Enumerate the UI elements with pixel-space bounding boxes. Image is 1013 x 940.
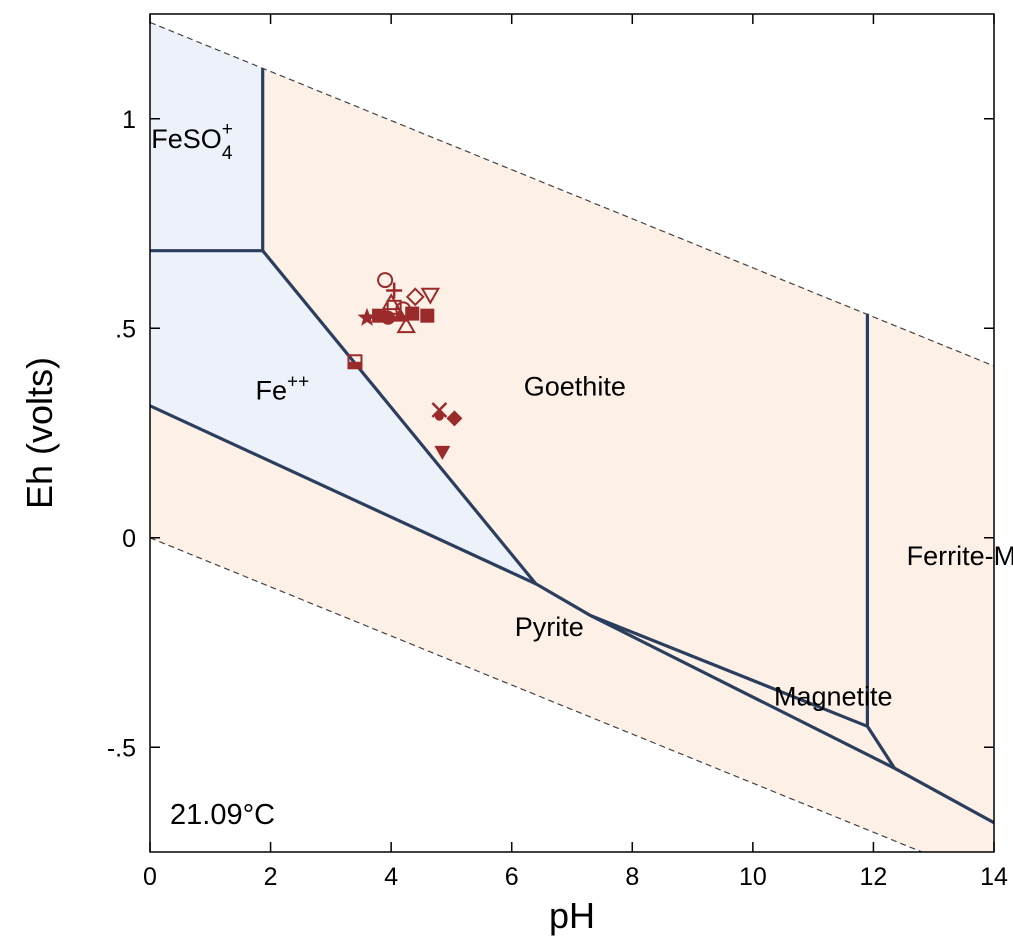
sample-point-13-triangle-down-open (420, 287, 441, 305)
y-tick-label: 1 (122, 106, 136, 134)
field-label-magnetite: Magnetite (774, 681, 893, 711)
field-label-goethite: Goethite (524, 371, 626, 401)
x-tick-label: 14 (980, 863, 1008, 891)
y-tick-label: 0 (122, 525, 136, 553)
field-feso4 (150, 22, 263, 251)
temperature-label: 21.09°C (170, 799, 275, 831)
sample-point-17-circle-small (434, 411, 444, 421)
sample-point-1-circle-open (377, 272, 394, 289)
sample-point-4-star (357, 307, 377, 326)
field-label-ferrite-mg: Ferrite-Mg (907, 541, 1013, 571)
x-tick-label: 0 (143, 863, 157, 891)
boundary-line-6 (865, 313, 896, 770)
sample-point-12-diamond-open (405, 287, 425, 307)
boundary-line-3 (261, 249, 538, 585)
field-goethite (262, 68, 868, 727)
x-tick-label: 4 (384, 863, 398, 891)
field-pyrite (150, 405, 994, 852)
water-limit-lower (150, 537, 924, 852)
y-axis-title: Eh (volts) (19, 357, 60, 509)
sample-point-7-square-open (386, 299, 402, 315)
plot-frame (149, 13, 995, 853)
x-tick-label: 2 (264, 863, 278, 891)
x-axis-title: pH (549, 895, 595, 936)
field-ferrite-mg (867, 313, 994, 823)
y-tick-label: -.5 (107, 734, 136, 762)
sample-points (347, 272, 463, 460)
sample-point-9-triangle-up-open (396, 316, 416, 334)
sample-point-15-square-half (347, 354, 363, 370)
sample-point-2-plus (386, 282, 403, 299)
water-stability-limits (150, 21, 994, 852)
field-label-pyrite: Pyrite (515, 612, 584, 642)
x-tick-label: 8 (625, 863, 639, 891)
y-tick-label: .5 (115, 315, 136, 343)
sample-point-16-x (431, 402, 448, 418)
axis-ticks: 0 2 4 6 8 10 12 14 1 .5 0 -.5 (107, 14, 1008, 891)
water-limit-upper (150, 21, 994, 367)
x-tick-label: 6 (505, 863, 519, 891)
x-tick-label: 10 (739, 863, 767, 891)
sample-point-11-square (405, 306, 420, 321)
field-fe (150, 250, 536, 584)
field-boundaries (150, 68, 994, 825)
boundary-line-5 (589, 613, 868, 728)
sample-point-18-diamond (446, 410, 463, 427)
sample-point-19-triangle-down (434, 445, 451, 460)
sample-point-14-square (420, 308, 435, 323)
x-tick-label: 12 (860, 863, 888, 891)
